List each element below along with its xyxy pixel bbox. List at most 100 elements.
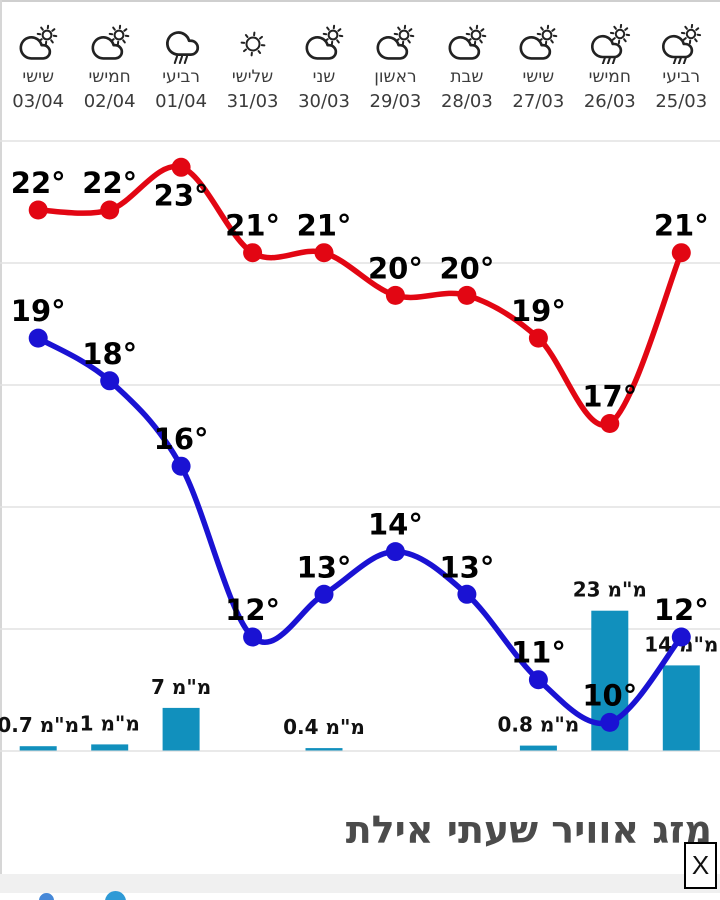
close-button[interactable]: X	[684, 842, 717, 889]
partly-cloudy-icon	[431, 24, 503, 64]
low-temp-label: 16°	[154, 422, 209, 456]
high-temp-point	[100, 200, 120, 220]
chart-title: מזג אוויר שעתי אילת	[345, 808, 712, 852]
low-temp-label: 13°	[439, 550, 494, 584]
low-temp-point	[243, 627, 263, 647]
precip-label: מ"מ 0.7	[0, 713, 79, 737]
day-name: שלישי	[231, 67, 274, 87]
partly-cloudy-icon	[2, 24, 74, 64]
day-date: 28/03	[440, 90, 493, 112]
high-temp-point	[28, 200, 48, 220]
precip-bar	[305, 748, 343, 751]
widget-left-border	[0, 0, 2, 876]
low-temp-label: 19°	[11, 294, 66, 328]
high-temp-point	[671, 243, 691, 263]
day-name: חמישי	[88, 67, 131, 87]
high-temp-point	[314, 243, 334, 263]
precip-bar	[162, 707, 200, 751]
day-date: 25/03	[655, 90, 708, 112]
partial-app-icon	[105, 891, 126, 900]
day-name: רביעי	[662, 67, 701, 87]
low-temp-label: 12°	[225, 593, 280, 627]
partly-cloudy-rain-icon	[645, 24, 717, 64]
day-column: שישי 03/04	[2, 24, 74, 111]
low-temp-point	[100, 371, 120, 391]
partly-cloudy-icon	[502, 24, 574, 64]
high-temp-label: 21°	[654, 209, 709, 243]
day-date: 27/03	[512, 90, 565, 112]
high-temp-label: 17°	[582, 380, 637, 414]
day-name: חמישי	[588, 67, 631, 87]
high-temp-point	[385, 285, 405, 305]
precip-bar	[662, 665, 700, 751]
low-temp-point	[600, 712, 620, 732]
day-column: ראשון 29/03	[359, 24, 431, 111]
high-temp-point	[600, 414, 620, 433]
day-name: רביעי	[162, 67, 200, 87]
day-column: שני 30/03	[288, 24, 360, 111]
high-temp-label: 21°	[225, 209, 280, 243]
low-temp-line	[35, 335, 685, 727]
day-name: שישי	[522, 67, 555, 87]
day-name: ראשון	[374, 67, 417, 87]
high-temp-label: 21°	[297, 209, 352, 243]
low-temp-label: 18°	[82, 337, 137, 371]
high-temp-label: 19°	[511, 294, 566, 328]
high-temp-label: 23°	[154, 178, 209, 212]
day-name: שישי	[22, 67, 55, 87]
day-date: 02/04	[83, 90, 136, 112]
precip-bar	[91, 744, 129, 751]
sunny-icon	[217, 24, 289, 64]
rain-icon	[145, 24, 217, 64]
high-temp-label: 20°	[368, 251, 423, 285]
bottom-separator-band	[0, 874, 720, 893]
day-column: חמישי 02/04	[74, 24, 146, 111]
day-date: 03/04	[12, 90, 65, 112]
day-date: 31/03	[226, 90, 279, 112]
low-temp-label: 11°	[511, 636, 566, 670]
day-name: שני	[312, 67, 336, 87]
low-temp-label: 12°	[654, 593, 709, 627]
day-name: שבת	[450, 67, 484, 87]
high-temp-label: 22°	[11, 166, 66, 200]
low-temp-point	[528, 670, 548, 690]
high-temp-point	[457, 285, 477, 305]
day-column: רביעי 25/03	[645, 24, 717, 111]
day-date: 26/03	[583, 90, 636, 112]
low-temp-point	[671, 627, 691, 647]
precip-label: מ"מ 23	[573, 578, 647, 602]
partly-cloudy-icon	[74, 24, 146, 64]
low-temp-label: 10°	[582, 678, 637, 712]
low-temp-point	[171, 456, 191, 476]
day-column: שבת 28/03	[431, 24, 503, 111]
widget-top-border	[0, 0, 720, 2]
precip-bar	[19, 746, 57, 751]
high-temp-point	[243, 243, 263, 263]
day-date: 29/03	[369, 90, 422, 112]
day-date: 30/03	[298, 90, 350, 112]
partly-cloudy-icon	[359, 24, 431, 64]
low-temp-label: 14°	[368, 508, 423, 542]
low-temp-point	[457, 584, 477, 604]
low-temp-point	[314, 584, 334, 604]
partly-cloudy-rain-icon	[574, 24, 646, 64]
high-temp-label: 20°	[439, 251, 494, 285]
high-temp-point	[528, 328, 548, 348]
day-column: רביעי 01/04	[145, 24, 217, 111]
partly-cloudy-icon	[288, 24, 360, 64]
partial-app-icon	[39, 893, 54, 900]
low-temp-point	[385, 542, 405, 562]
high-temp-line	[35, 163, 685, 428]
precip-label: מ"מ 0.8	[498, 713, 580, 737]
precip-label: מ"מ 1	[80, 711, 140, 735]
precip-label: מ"מ 7	[151, 675, 211, 699]
low-temp-point	[28, 328, 48, 348]
high-temp-point	[171, 157, 191, 177]
low-temp-label: 13°	[297, 550, 352, 584]
day-column: חמישי 26/03	[574, 24, 646, 111]
day-column: שלישי 31/03	[217, 24, 289, 111]
precip-label: מ"מ 0.4	[283, 715, 365, 739]
precip-bar	[519, 745, 557, 751]
